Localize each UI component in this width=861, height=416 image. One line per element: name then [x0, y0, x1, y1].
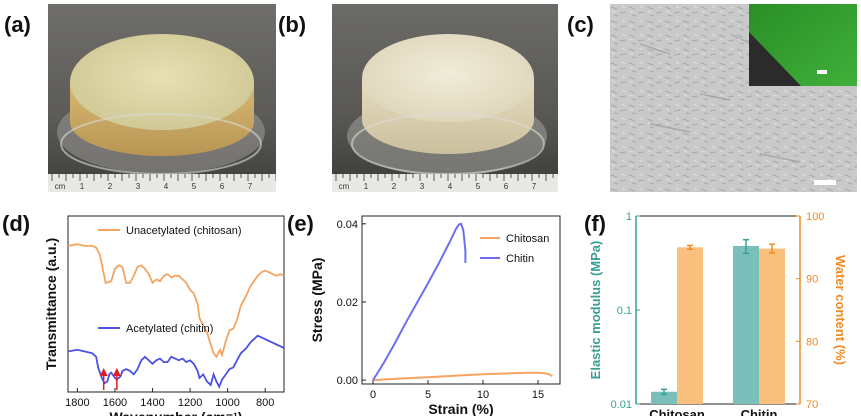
right-tick-label: 100 — [806, 211, 824, 223]
ruler-label: 1 — [364, 182, 369, 191]
bar-left-chitosan — [651, 391, 677, 404]
ss-plot-frame — [361, 215, 561, 385]
ruler-label: 5 — [192, 182, 197, 191]
ruler-label: 5 — [476, 182, 481, 191]
legend-label-chitin: Acetylated (chitin) — [126, 323, 213, 335]
x-tick-label: 1200 — [178, 397, 202, 409]
x-tick-label: 1000 — [215, 397, 239, 409]
x-axis-label: Wavenumber (cm⁻¹) — [110, 409, 243, 416]
red-arrow-head — [112, 368, 121, 376]
sem-scale-bar — [814, 180, 836, 185]
category-label-chitosan: Chitosan — [649, 407, 705, 416]
series-line-chitosan — [372, 371, 553, 382]
right-tick-label: 90 — [806, 274, 818, 286]
right-tick-label: 80 — [806, 336, 818, 348]
y-tick-label: 0.00 — [337, 375, 358, 387]
ruler-label: 6 — [220, 182, 225, 191]
right-axis-label: Water content (%) — [833, 255, 848, 365]
ruler-label: 7 — [248, 182, 253, 191]
ruler-label: 7 — [532, 182, 537, 191]
ruler-unit: cm — [339, 182, 350, 191]
x-axis-label: Strain (%) — [428, 401, 493, 416]
panel-label-d: (d) — [2, 211, 31, 236]
panel-label-c: (c) — [567, 12, 594, 37]
x-tick-label: 1800 — [65, 397, 89, 409]
ruler-label: 3 — [136, 182, 141, 191]
x-tick-label: 1600 — [103, 397, 127, 409]
x-tick-label: 800 — [256, 397, 274, 409]
modulus-water-chart: 0.01 0.1 1 70 80 90 100 Elastic modulus (MPa) Wa… — [588, 211, 848, 416]
ruler-unit: cm — [55, 182, 66, 191]
ruler-label: 6 — [504, 182, 509, 191]
ruler-label: 2 — [392, 182, 397, 191]
category-label-chitin: Chitin — [741, 407, 778, 416]
right-tick-label: 70 — [806, 399, 818, 411]
ruler-label: 4 — [448, 182, 453, 191]
fluorescence-inset — [749, 4, 857, 86]
x-tick-label: 5 — [425, 389, 431, 401]
stress-strain-chart: 0 5 10 15 0.00 0.02 0.04 Strain (%) Stress (MPa)… — [309, 215, 561, 416]
ruler-b: cm 1 2 3 4 5 6 7 — [335, 174, 554, 191]
ftir-plot-frame — [67, 215, 285, 393]
series-line-chitin — [67, 334, 285, 389]
y-axis-label: Transmittance (a.u.) — [43, 238, 59, 370]
x-tick-label: 0 — [370, 389, 376, 401]
y-tick-label: 0.02 — [337, 297, 358, 309]
bar-right-chitin — [759, 248, 785, 404]
bar-left-chitin — [733, 245, 759, 404]
photo-chitosan-hydrogel — [48, 4, 276, 192]
x-tick-label: 15 — [532, 389, 544, 401]
y-tick-label: 0.04 — [337, 219, 358, 231]
inset-scale-bar — [817, 70, 827, 74]
ruler-label: 1 — [80, 182, 85, 191]
panel-label-a: (a) — [4, 12, 31, 37]
series-line-chitosan — [67, 243, 285, 359]
left-tick-label: 0.01 — [611, 399, 632, 411]
x-tick-label: 10 — [477, 389, 489, 401]
ruler-label: 2 — [108, 182, 113, 191]
bar-right-chitosan — [677, 247, 703, 404]
y-axis-label: Stress (MPa) — [309, 258, 325, 343]
left-tick-label: 1 — [626, 211, 632, 223]
series-line-chitin — [372, 222, 467, 381]
ruler-label: 4 — [164, 182, 169, 191]
legend-label-chitin: Chitin — [506, 253, 534, 265]
ftir-chart: 1800 1600 1400 1200 1000 800 Wavenumber (cm⁻¹)… — [43, 215, 285, 416]
panel-label-b: (b) — [278, 12, 307, 37]
panel-label-e: (e) — [287, 211, 314, 236]
left-axis-label: Elastic modulus (MPa) — [588, 241, 603, 380]
photo-chitin-hydrogel — [332, 4, 558, 192]
legend-label-chitosan: Unacetylated (chitosan) — [126, 225, 242, 237]
x-tick-label: 1400 — [140, 397, 164, 409]
panel-label-f: (f) — [584, 211, 606, 236]
ruler-label: 3 — [420, 182, 425, 191]
ruler-a: cm 1 2 3 4 5 6 7 — [51, 174, 276, 191]
legend-label-chitosan: Chitosan — [506, 233, 549, 245]
red-arrow-head — [99, 368, 108, 376]
left-tick-label: 0.1 — [617, 305, 632, 317]
